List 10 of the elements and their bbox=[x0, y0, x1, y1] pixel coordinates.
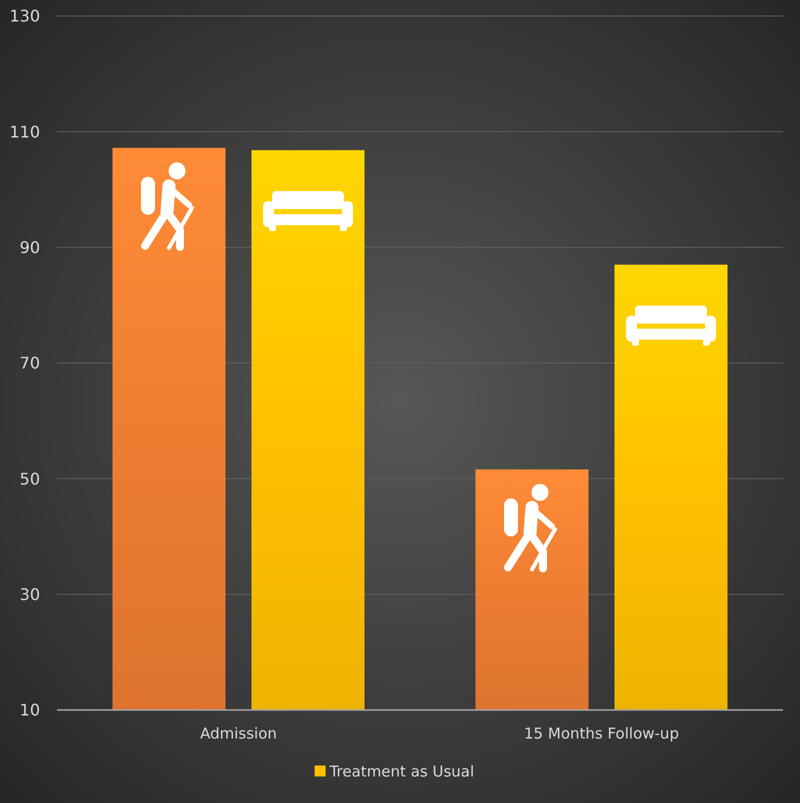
y-tick-label: 50 bbox=[20, 469, 40, 488]
y-tick-label: 30 bbox=[20, 584, 40, 604]
y-tick-label: 110 bbox=[9, 122, 40, 142]
x-tick-label: 15 Months Follow-up bbox=[524, 724, 679, 742]
y-tick-label: 130 bbox=[9, 6, 40, 26]
legend-label: Treatment as Usual bbox=[328, 762, 474, 780]
y-tick-label: 10 bbox=[20, 700, 40, 720]
x-tick-label: Admission bbox=[200, 724, 277, 742]
y-tick-label: 70 bbox=[20, 354, 40, 373]
y-tick-label: 90 bbox=[20, 238, 40, 257]
